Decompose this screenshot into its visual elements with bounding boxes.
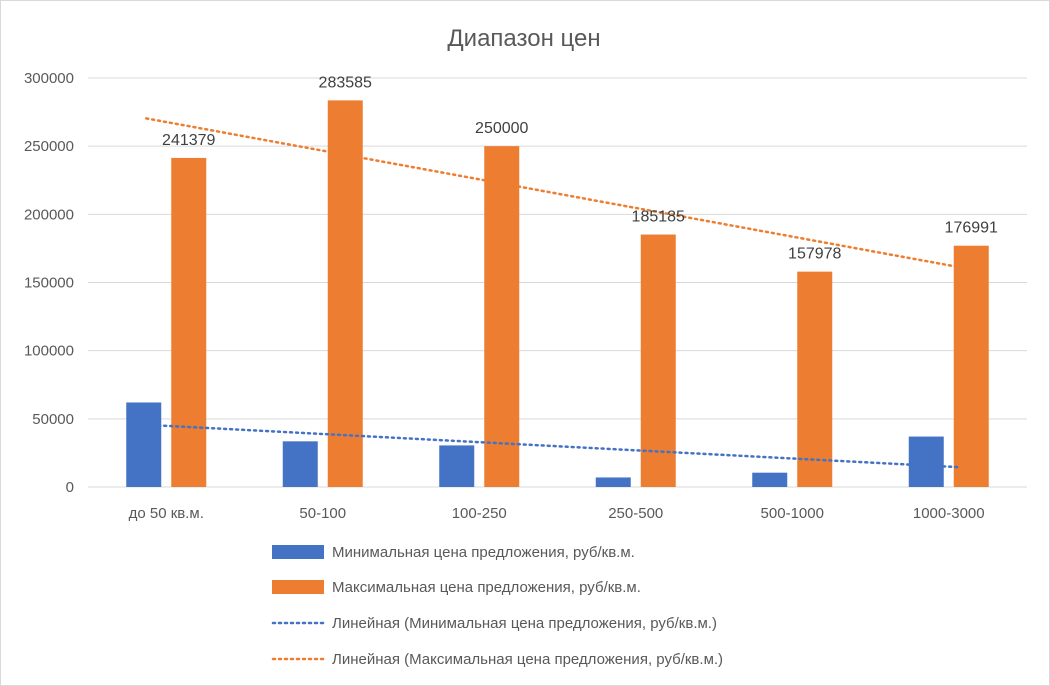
x-tick-label: 1000-3000 [913,505,985,522]
legend-trend-min-label: Линейная (Минимальная цена предложения, … [332,615,717,632]
data-label: 176991 [945,220,998,237]
bars [126,100,989,487]
bar-min-price [908,436,944,487]
gridlines [88,77,1027,488]
x-tick-label: 500-1000 [761,505,824,522]
bar-min-price [752,472,788,487]
legend-max-price-label: Максимальная цена предложения, руб/кв.м. [332,579,641,596]
bar-max-price [640,234,676,487]
data-label: 241379 [162,132,215,149]
bar-max-price [327,100,363,487]
bar-min-price [439,445,475,487]
chart-title: Диапазон цен [447,25,600,52]
x-axis: до 50 кв.м. 50-100 100-250 250-500 500-1000 1… [129,505,985,522]
legend-max-price-swatch [272,580,324,594]
y-axis: 0 50000 100000 150000 200000 250000 300000 [24,70,74,496]
bar-max-price [171,157,207,487]
x-tick-label: до 50 кв.м. [129,505,204,522]
bar-max-price [797,271,833,487]
data-label: 157978 [788,246,841,263]
y-tick-label: 200000 [24,206,74,223]
x-tick-label: 50-100 [299,505,346,522]
data-labels: 241379 283585 250000 185185 157978 176991 [162,74,998,262]
bar-max-price [484,146,520,487]
data-label: 185185 [632,209,685,226]
data-label: 283585 [319,74,372,91]
trendlines [145,117,960,469]
x-tick-label: 100-250 [452,505,507,522]
y-tick-label: 100000 [24,343,74,360]
trendline-max-price [145,117,960,269]
y-tick-label: 0 [66,479,74,496]
y-tick-label: 150000 [24,275,74,292]
bar-max-price [953,245,989,487]
legend-min-price-swatch [272,545,324,559]
legend-trend-max-label: Линейная (Максимальная цена предложения,… [332,651,723,668]
bar-min-price [126,402,162,487]
bar-min-price [595,477,631,487]
y-tick-label: 250000 [24,138,74,155]
trendline-min-price [145,423,960,469]
legend-min-price-label: Минимальная цена предложения, руб/кв.м. [332,544,635,561]
legend: Минимальная цена предложения, руб/кв.м. М… [271,544,723,668]
data-label: 250000 [475,120,528,137]
y-tick-label: 50000 [32,411,74,428]
bar-min-price [282,441,318,487]
x-tick-label: 250-500 [608,505,663,522]
y-tick-label: 300000 [24,70,74,87]
